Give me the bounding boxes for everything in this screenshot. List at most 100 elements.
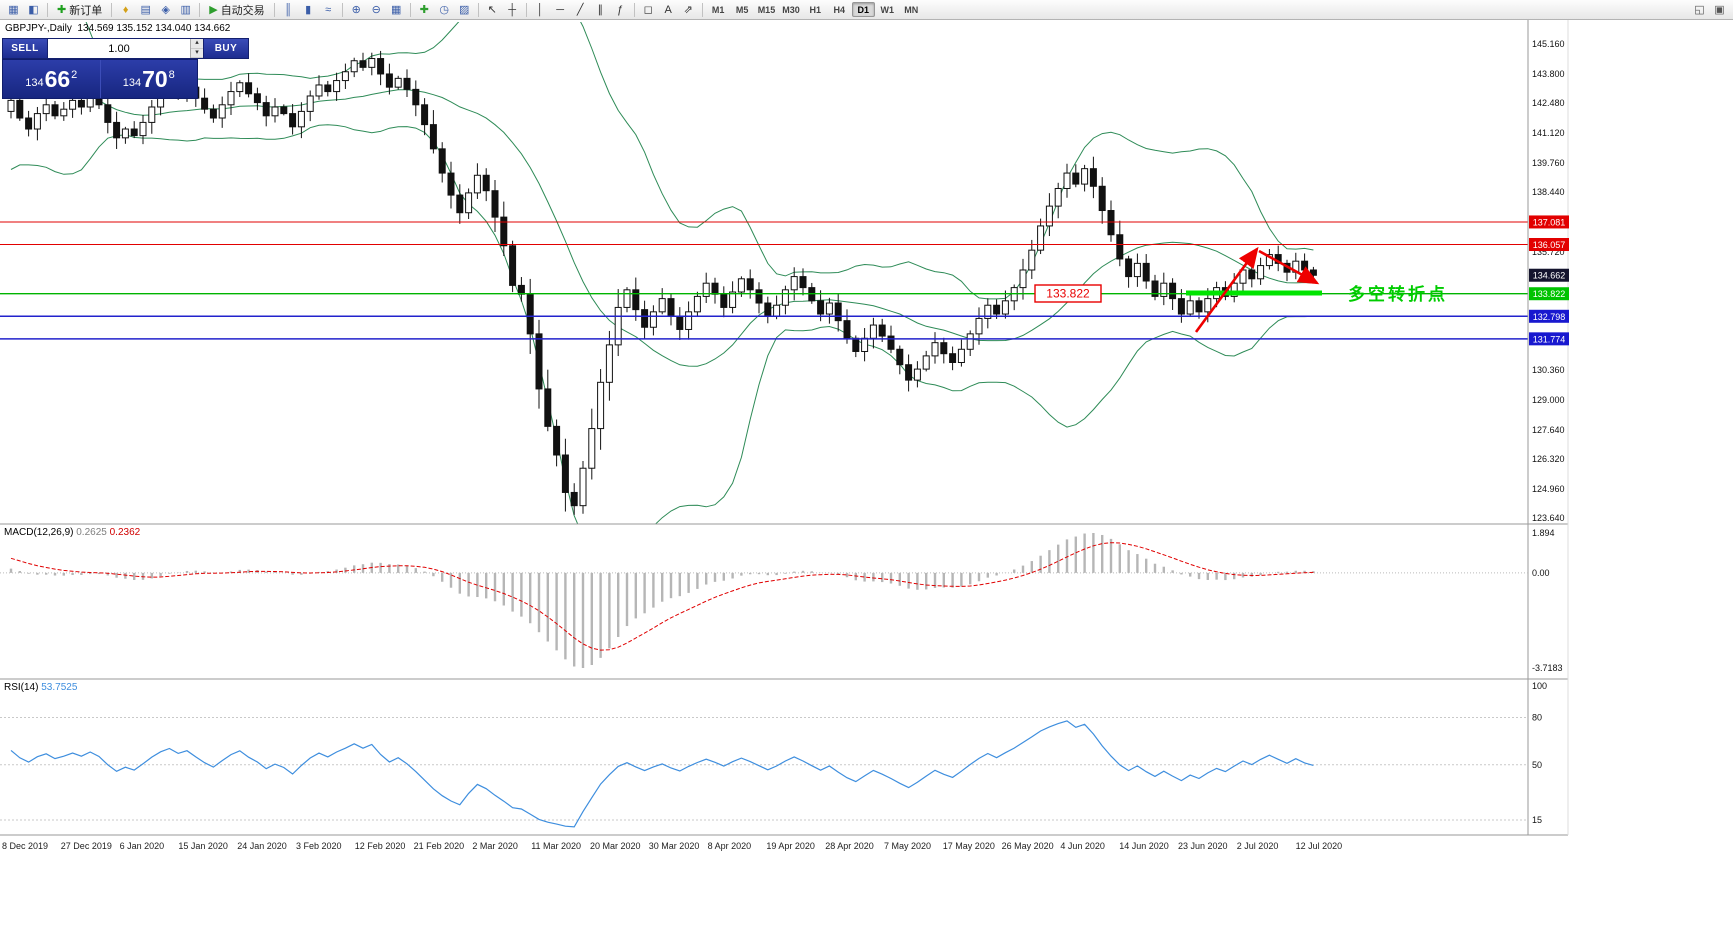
date-axis-label: 4 Jun 2020 bbox=[1060, 841, 1105, 851]
indicators-icon[interactable]: ✚ bbox=[419, 4, 429, 16]
data-window-icon[interactable]: ▤ bbox=[140, 4, 151, 16]
price-flag-box bbox=[1034, 284, 1102, 303]
sell-price[interactable]: 134 66 2 bbox=[3, 60, 101, 98]
vertical-line-icon[interactable]: │ bbox=[536, 3, 544, 16]
zoom-in-icon[interactable]: ⊕ bbox=[351, 4, 361, 16]
profiles-icon[interactable]: ◧ bbox=[28, 4, 39, 16]
terminal-icon[interactable]: ▥ bbox=[180, 4, 191, 16]
date-axis-label: 14 Jun 2020 bbox=[1119, 841, 1169, 851]
price-axis-label: 126.320 bbox=[1532, 454, 1565, 464]
price-axis[interactable]: 145.160 143.800 142.480 141.120 139.760 138.4… bbox=[1529, 39, 1569, 523]
price-axis-label: 143.800 bbox=[1532, 69, 1565, 79]
shapes-icon[interactable]: ◻ bbox=[643, 4, 653, 16]
price-axis-highlight bbox=[1529, 268, 1569, 282]
sell-price-prefix: 134 bbox=[25, 76, 44, 89]
candles-series bbox=[7, 50, 1317, 515]
date-axis-label: 19 Apr 2020 bbox=[766, 841, 815, 851]
main-chart-area: 133.822 多空转折点 bbox=[0, 22, 1528, 524]
crosshair-icon[interactable]: ┼ bbox=[508, 3, 517, 16]
price-axis-highlight bbox=[1529, 287, 1569, 301]
rsi-axis-label: 50 bbox=[1532, 760, 1542, 770]
date-axis[interactable]: 8 Dec 2019 27 Dec 2019 6 Jan 2020 15 Jan 20… bbox=[2, 841, 1342, 851]
date-axis-label: 3 Feb 2020 bbox=[296, 841, 342, 851]
auto-trading-button[interactable]: ▶ 自动交易 bbox=[209, 4, 265, 17]
rsi-axis-label: 80 bbox=[1532, 713, 1542, 723]
chart-plot-area[interactable]: 133.822 多空转折点 145.160 143.800 142.480 141.120… bbox=[0, 20, 1733, 945]
date-axis-label: 20 Mar 2020 bbox=[590, 841, 641, 851]
buy-price[interactable]: 134 70 8 bbox=[101, 60, 198, 98]
trendline-icon[interactable]: ╱ bbox=[576, 4, 584, 16]
date-axis-label: 2 Mar 2020 bbox=[472, 841, 518, 851]
channel-icon[interactable]: ∥ bbox=[597, 4, 603, 16]
macd-panel[interactable]: 1.894 0.00 -3.7183 bbox=[0, 528, 1563, 673]
timeframe-mn-button[interactable]: MN bbox=[904, 4, 919, 15]
timeframe-m5-button[interactable]: M5 bbox=[735, 4, 749, 15]
price-axis-label: 129.000 bbox=[1532, 395, 1565, 405]
cursor-icon[interactable]: ↖ bbox=[487, 4, 497, 16]
market-watch-icon[interactable]: ♦ bbox=[122, 3, 129, 16]
date-axis-label: 26 May 2020 bbox=[1002, 841, 1054, 851]
timeframe-m1-button[interactable]: M1 bbox=[711, 4, 725, 15]
arrows-icon[interactable]: ⇗ bbox=[683, 4, 693, 16]
svg-text:132.798: 132.798 bbox=[1533, 312, 1566, 322]
volume-box: ▴ ▾ bbox=[48, 38, 203, 59]
price-axis-label: 130.360 bbox=[1532, 365, 1565, 375]
svg-text:137.081: 137.081 bbox=[1533, 217, 1566, 227]
timeframe-d1-button[interactable]: D1 bbox=[851, 2, 875, 17]
svg-text:134.662: 134.662 bbox=[1533, 271, 1566, 281]
templates-icon[interactable]: ▨ bbox=[458, 4, 470, 16]
rsi-line bbox=[10, 720, 1314, 828]
date-axis-label: 23 Jun 2020 bbox=[1178, 841, 1228, 851]
bollinger-lower-band bbox=[10, 124, 1314, 524]
date-axis-label: 15 Jan 2020 bbox=[178, 841, 228, 851]
buy-button[interactable]: BUY bbox=[203, 38, 249, 59]
price-axis-label: 127.640 bbox=[1532, 425, 1565, 435]
toolbar-separator bbox=[477, 2, 479, 17]
volume-up-button[interactable]: ▴ bbox=[191, 39, 203, 49]
timeframe-h1-button[interactable]: H1 bbox=[809, 4, 821, 15]
periods-icon[interactable]: ◷ bbox=[439, 4, 449, 16]
volume-input[interactable] bbox=[48, 39, 190, 58]
timeframe-h4-button[interactable]: H4 bbox=[833, 4, 845, 15]
timeframe-w1-button[interactable]: W1 bbox=[880, 4, 894, 15]
new-order-button[interactable]: ✚ 新订单 bbox=[57, 4, 103, 17]
timeframe-m30-button[interactable]: M30 bbox=[782, 4, 800, 15]
chart-annotations: 133.822 多空转折点 bbox=[1034, 246, 1445, 333]
trend-arrow bbox=[1194, 246, 1259, 333]
text-icon[interactable]: A bbox=[664, 3, 672, 16]
date-axis-label: 21 Feb 2020 bbox=[414, 841, 465, 851]
date-axis-label: 12 Jul 2020 bbox=[1296, 841, 1343, 851]
price-flag-text: 133.822 bbox=[1046, 287, 1090, 301]
navigator-icon[interactable]: ◈ bbox=[161, 4, 170, 16]
chart-info-line: GBPJPY-,Daily 134.569 135.152 134.040 13… bbox=[5, 23, 231, 34]
bar-chart-icon[interactable]: ║ bbox=[284, 3, 293, 16]
candlestick-chart-icon[interactable]: ▮ bbox=[305, 4, 312, 16]
toolbar-separator bbox=[273, 2, 275, 17]
volume-down-button[interactable]: ▾ bbox=[191, 48, 203, 58]
horizontal-line-icon[interactable]: ─ bbox=[556, 3, 565, 16]
price-axis-label: 139.760 bbox=[1532, 158, 1565, 168]
rsi-axis-label: 15 bbox=[1532, 815, 1542, 825]
macd-indicator-label: MACD(12,26,9) 0.2625 0.2362 bbox=[4, 527, 141, 538]
new-order-icon: ✚ bbox=[57, 4, 67, 16]
date-axis-label: 8 Apr 2020 bbox=[708, 841, 752, 851]
toolbar-separator bbox=[525, 2, 527, 17]
new-chart-icon[interactable]: ▦ bbox=[8, 4, 19, 16]
auto-trading-icon: ▶ bbox=[209, 4, 218, 16]
fibonacci-icon[interactable]: ƒ bbox=[617, 3, 624, 16]
macd-axis-min: -3.7183 bbox=[1532, 663, 1563, 673]
docking-icon[interactable]: ◱ bbox=[1694, 4, 1705, 16]
timeframe-m15-button[interactable]: M15 bbox=[757, 4, 776, 15]
rsi-indicator-label: RSI(14) 53.7525 bbox=[4, 682, 78, 693]
line-chart-icon[interactable]: ≈ bbox=[325, 3, 332, 16]
date-axis-label: 7 May 2020 bbox=[884, 841, 931, 851]
window-list-icon[interactable]: ▣ bbox=[1714, 4, 1725, 16]
date-axis-label: 17 May 2020 bbox=[943, 841, 995, 851]
date-axis-label: 8 Dec 2019 bbox=[2, 841, 48, 851]
sell-button[interactable]: SELL bbox=[2, 38, 48, 59]
tile-windows-icon[interactable]: ▦ bbox=[390, 4, 402, 16]
sell-price-sup: 2 bbox=[71, 68, 78, 81]
rsi-panel[interactable]: 100 80 50 15 bbox=[0, 681, 1547, 828]
zoom-out-icon[interactable]: ⊖ bbox=[371, 4, 381, 16]
